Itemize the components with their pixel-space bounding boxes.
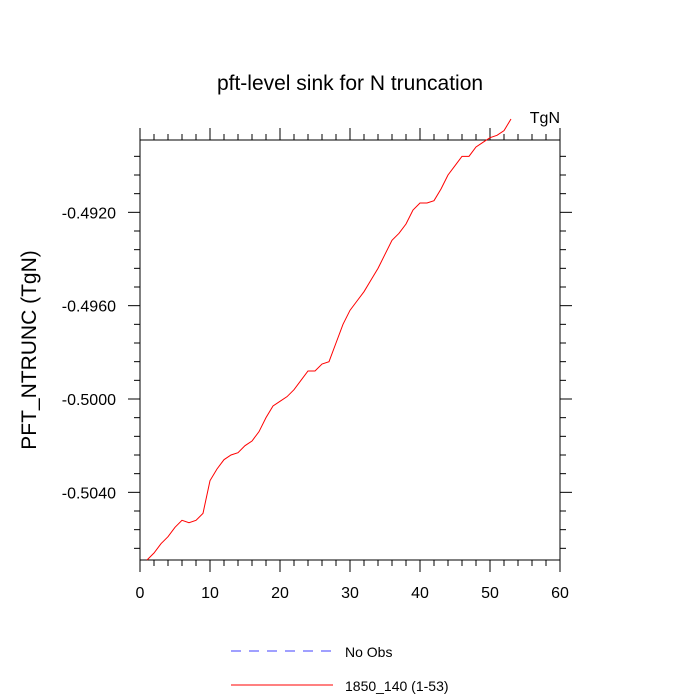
y-tick-label: -0.5000 (62, 392, 116, 409)
x-tick-label: 0 (136, 585, 145, 602)
legend: No Obs 1850_140 (1-53) (231, 644, 449, 694)
chart-title: pft-level sink for N truncation (217, 72, 483, 95)
series-layer (146, 118, 512, 561)
legend-label: 1850_140 (1-53) (345, 678, 449, 694)
x-tick-label: 20 (271, 585, 289, 602)
units-label: TgN (530, 110, 560, 127)
y-axis-label: PFT_NTRUNC (TgN) (18, 250, 41, 450)
series-line (146, 118, 512, 561)
axis-tick-labels: 0 10 20 30 40 50 60 -0.5040 -0.5000 -0.4960 -0.492… (62, 205, 569, 602)
x-tick-label: 60 (551, 585, 569, 602)
x-tick-label: 10 (201, 585, 219, 602)
plot-frame (139, 139, 561, 561)
x-tick-label: 50 (481, 585, 499, 602)
x-tick-label: 30 (341, 585, 359, 602)
y-tick-label: -0.5040 (62, 485, 116, 502)
y-tick-label: -0.4920 (62, 205, 116, 222)
axis-ticks (128, 128, 572, 572)
legend-label: No Obs (345, 644, 392, 660)
x-tick-label: 40 (411, 585, 429, 602)
y-tick-label: -0.4960 (62, 299, 116, 316)
